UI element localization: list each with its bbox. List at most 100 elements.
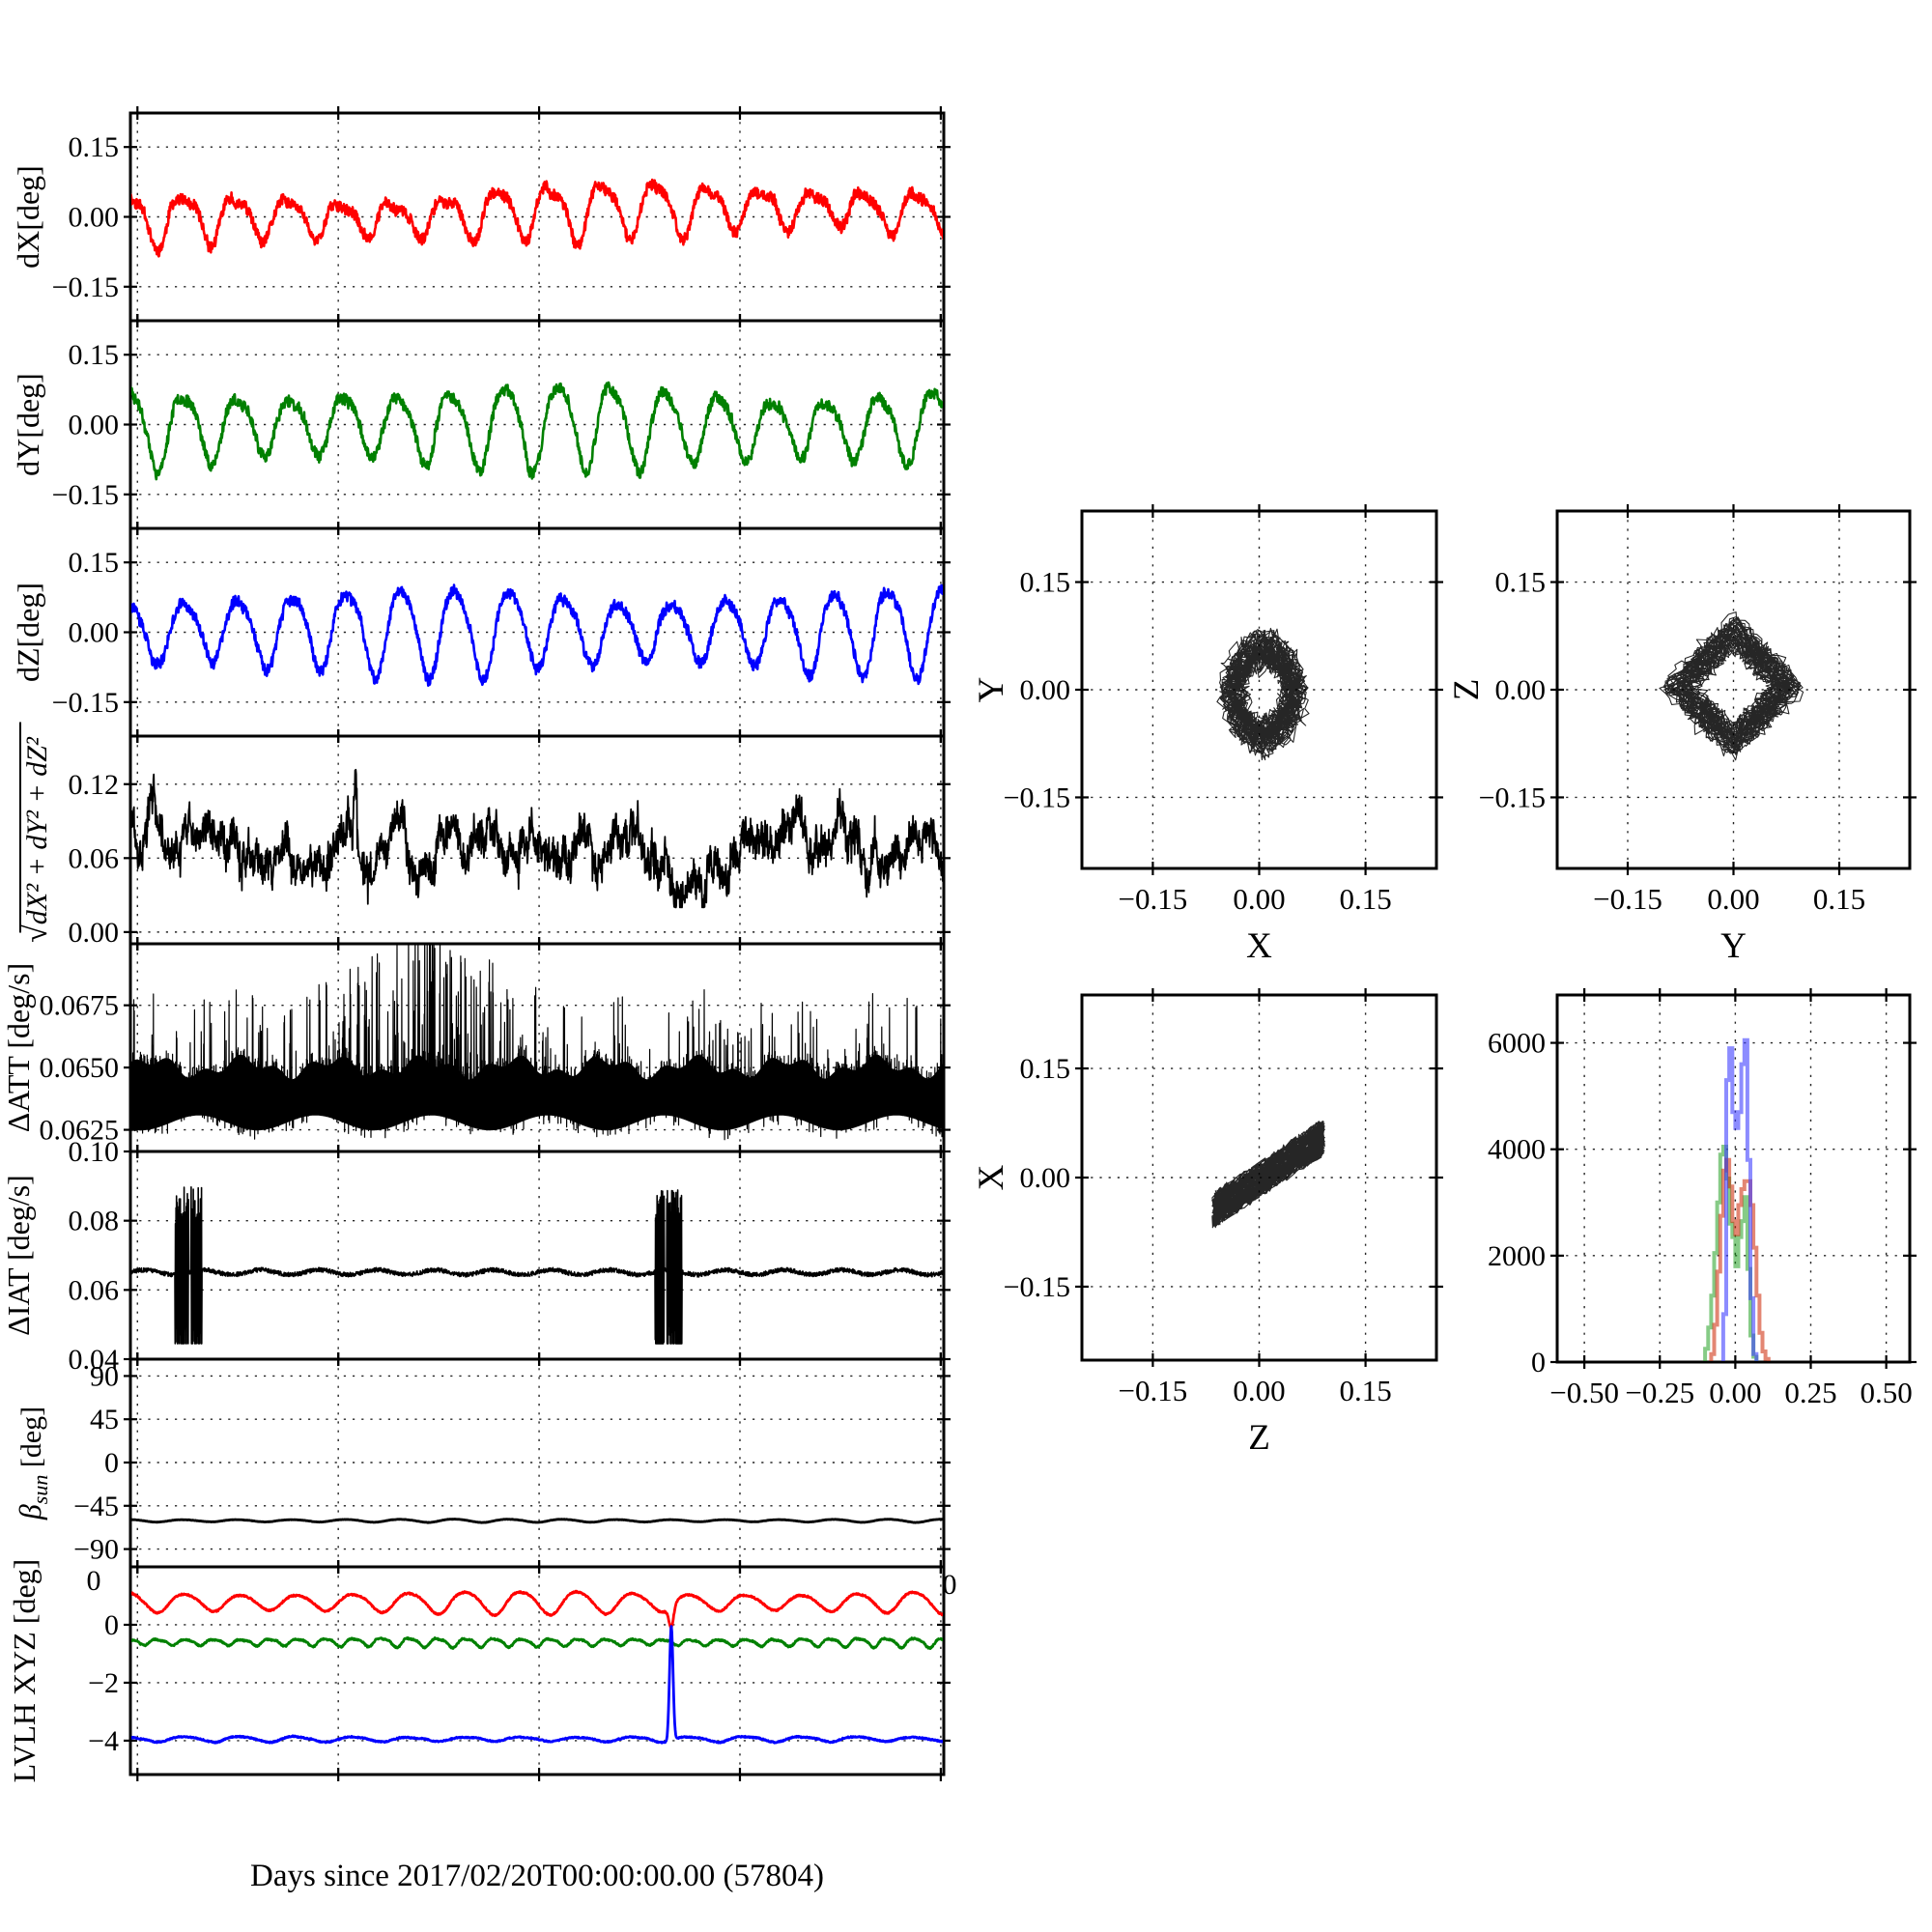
gridlines (124, 1352, 951, 1574)
xlabel-zx: Z (1248, 1418, 1270, 1458)
ylabel-xy: Y (972, 677, 1011, 703)
x-tick-label: 0.00 (1233, 882, 1285, 916)
y-tick-label: 0.15 (69, 339, 120, 371)
x-tick-label: 0.00 (1707, 882, 1759, 916)
y-tick-label: 6000 (1488, 1028, 1546, 1060)
xlabel-yz: Y (1720, 926, 1747, 966)
gridlines (124, 314, 951, 535)
gridlines (1075, 988, 1443, 1367)
chart-zx: 0.15 0.00 −0.15 −0.15 0.00 0.15 Z X (972, 988, 1443, 1458)
y-tick-label: 0.15 (1495, 567, 1547, 599)
svg-text:ΔATT [deg/s]: ΔATT [deg/s] (1, 963, 36, 1133)
chart-yz: 0.15 0.00 −0.15 −0.15 0.00 0.15 Y Z (1447, 504, 1917, 966)
gridlines (1550, 504, 1917, 875)
y-tick-label: 0 (104, 1447, 119, 1479)
y-tick-label: −4 (88, 1725, 119, 1757)
chart-lvlh: 0 −2 −4 LVLH XYZ [deg] (7, 1559, 951, 1783)
y-tick-label: 0.00 (1020, 674, 1071, 706)
y-tick-label: 0.10 (69, 1136, 120, 1168)
x-tick-label: 0.15 (1339, 1374, 1391, 1407)
y-tick-label: 0.00 (69, 410, 120, 441)
hist-series-dZ (1720, 1037, 1759, 1361)
y-tick-label: 0.04 (69, 1344, 120, 1376)
gridlines (124, 1560, 951, 1781)
svg-text:ΔIAT [deg/s]: ΔIAT [deg/s] (1, 1175, 36, 1336)
ylabel-mag: √dX² + dY² + dZ² (18, 722, 54, 943)
y-tick-label: −0.15 (52, 687, 119, 719)
chart-diat: 0.10 0.08 0.06 0.04 ΔIAT [deg/s] (1, 1136, 951, 1376)
x-tick-label: −0.50 (1549, 1376, 1619, 1409)
gridlines (1075, 504, 1443, 875)
y-tick-label: 90 (90, 1360, 119, 1392)
gridlines (124, 106, 951, 327)
x-tick-label: 0.15 (1339, 882, 1391, 916)
ylabel-datt: ΔATT [deg/s] (1, 963, 36, 1133)
svg-text:dX[deg]: dX[deg] (11, 165, 45, 269)
hist-series-dY (1703, 1145, 1759, 1361)
stray-zero-left: 0 (87, 1565, 101, 1597)
y-tick-label: 0 (1531, 1347, 1546, 1378)
y-tick-label: 0.06 (69, 842, 120, 874)
y-tick-label: 0.00 (1495, 674, 1547, 706)
stray-zero-right: 0 (943, 1569, 957, 1601)
x-tick-label: −0.25 (1625, 1376, 1694, 1409)
x-tick-label: −0.15 (1119, 1374, 1188, 1407)
y-tick-label: −2 (88, 1667, 119, 1699)
svg-text:Z: Z (1447, 679, 1487, 701)
y-tick-label: 0.00 (69, 202, 120, 234)
y-tick-label: 0.15 (69, 547, 120, 579)
y-tick-label: 0.15 (69, 131, 120, 163)
x-tick-label: −0.15 (1593, 882, 1662, 916)
y-tick-label: −0.15 (1004, 781, 1070, 813)
y-tick-label: 0.0650 (40, 1052, 120, 1084)
ylabel-dx: dX[deg] (11, 165, 45, 269)
chart-xy: 0.15 0.00 −0.15 −0.15 0.00 0.15 X Y (972, 504, 1443, 966)
y-tick-label: 0.00 (69, 917, 120, 949)
y-tick-label: −45 (73, 1491, 119, 1522)
y-tick-label: 0.0625 (40, 1115, 120, 1147)
chart-bsun: 90 45 0 −45 −90 βsun [deg] (13, 1352, 951, 1574)
y-tick-label: 0.06 (69, 1274, 120, 1306)
svg-text:βsun [deg]: βsun [deg] (13, 1406, 52, 1520)
x-tick-label: 0.50 (1861, 1376, 1913, 1409)
y-tick-label: −0.15 (1479, 781, 1546, 813)
svg-text:X: X (972, 1164, 1011, 1190)
ylabel-dz: dZ[deg] (11, 582, 45, 682)
svg-text:dY[deg]: dY[deg] (11, 373, 45, 476)
ylabel-lvlh: LVLH XYZ [deg] (7, 1559, 42, 1783)
y-tick-label: 0.15 (1020, 567, 1071, 599)
ylabel-diat: ΔIAT [deg/s] (1, 1175, 36, 1336)
ylabel-bsun: βsun [deg] (13, 1406, 52, 1520)
y-tick-label: −0.15 (52, 271, 119, 303)
x-tick-label: 0.25 (1784, 1376, 1836, 1409)
y-tick-label: 0.0675 (40, 990, 120, 1022)
y-tick-label: −90 (73, 1534, 119, 1566)
svg-text:Y: Y (972, 677, 1011, 703)
x-tick-label: 0.00 (1709, 1376, 1761, 1409)
hist-series-dX (1709, 1157, 1771, 1361)
x-tick-label: −0.15 (1119, 882, 1188, 916)
y-tick-label: 0.15 (1020, 1053, 1071, 1085)
ylabel-yz: Z (1447, 679, 1487, 701)
svg-text:dZ[deg]: dZ[deg] (11, 582, 45, 682)
y-tick-label: 0.00 (1020, 1162, 1071, 1194)
chart-mag: 0.12 0.06 0.00 √dX² + dY² + dZ² (18, 722, 951, 951)
y-tick-label: 2000 (1488, 1240, 1546, 1272)
y-tick-label: 0.00 (69, 617, 120, 649)
xlabel-xy: X (1246, 926, 1272, 966)
chart-hist: 6000 4000 2000 0−0.50 −0.25 0.00 0.25 0.50 (1488, 988, 1917, 1409)
svg-text:LVLH XYZ [deg]: LVLH XYZ [deg] (7, 1559, 42, 1783)
y-tick-label: 0.12 (69, 769, 120, 801)
y-tick-label: 0.08 (69, 1206, 120, 1237)
y-tick-label: −0.15 (52, 479, 119, 511)
ylabel-dy: dY[deg] (11, 373, 45, 476)
svg-text:√dX² + dY² + dZ²: √dX² + dY² + dZ² (18, 736, 54, 943)
x-axis-label: Days since 2017/02/20T00:00:00.00 (57804… (250, 1859, 824, 1893)
gridlines (1550, 988, 1917, 1369)
